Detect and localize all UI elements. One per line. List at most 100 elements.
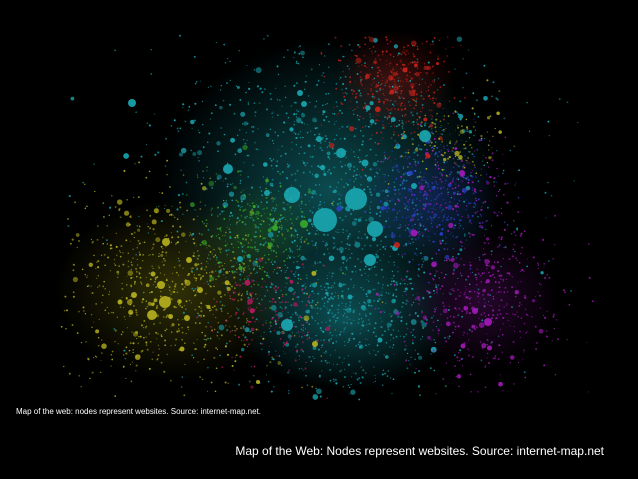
website-node [326, 170, 329, 173]
website-node [168, 315, 172, 319]
website-node [441, 168, 444, 171]
website-node [279, 338, 282, 341]
website-node [262, 162, 268, 167]
website-node [250, 272, 252, 275]
website-node [264, 237, 266, 239]
website-node [384, 155, 386, 157]
website-node [157, 358, 159, 360]
website-node [250, 385, 254, 389]
website-node [139, 266, 142, 270]
website-node [291, 222, 293, 225]
website-node [493, 261, 496, 263]
website-node [286, 277, 288, 279]
website-node [380, 70, 382, 72]
website-node [262, 266, 264, 269]
hub-website-node [157, 281, 165, 289]
website-node [293, 302, 298, 307]
website-node [346, 243, 349, 246]
website-node [359, 118, 361, 120]
website-node [497, 270, 500, 273]
website-node [542, 238, 545, 241]
website-node [182, 106, 184, 109]
website-node [412, 98, 414, 101]
website-node [481, 343, 487, 349]
website-node [152, 267, 154, 269]
website-node [252, 209, 254, 211]
website-node [93, 321, 95, 323]
hub-website-node [484, 318, 492, 326]
website-node [271, 341, 273, 343]
website-node [516, 259, 518, 261]
website-node [413, 99, 415, 101]
website-node [494, 127, 496, 129]
website-node [355, 240, 357, 243]
website-node [480, 359, 483, 362]
website-node [135, 311, 138, 314]
website-node [63, 365, 65, 368]
website-node [381, 291, 383, 293]
website-node [302, 162, 306, 165]
website-node [354, 372, 357, 375]
website-node [230, 285, 233, 287]
website-node [431, 128, 433, 130]
website-node [340, 194, 343, 197]
website-node [401, 301, 404, 304]
website-node [348, 244, 351, 247]
website-node [398, 123, 401, 126]
website-node [242, 313, 244, 315]
website-node [418, 355, 423, 360]
website-node [443, 169, 445, 171]
website-node [440, 313, 442, 316]
website-node [349, 304, 351, 307]
website-node [198, 232, 201, 235]
hub-website-node [131, 292, 137, 298]
website-node [208, 132, 211, 135]
website-node [410, 111, 413, 114]
website-node [437, 164, 440, 167]
website-node [286, 266, 289, 269]
website-node [514, 313, 516, 316]
website-node [178, 259, 181, 262]
website-node [474, 175, 476, 177]
website-node [152, 243, 155, 246]
website-node [472, 192, 475, 195]
website-node [234, 291, 236, 294]
website-node [503, 221, 506, 224]
website-node [437, 328, 439, 330]
website-node [234, 153, 237, 156]
website-node [194, 119, 196, 122]
website-node [230, 137, 236, 143]
website-node [132, 342, 135, 345]
website-node [197, 263, 200, 266]
website-node [370, 167, 373, 170]
website-node [387, 175, 389, 177]
website-node [386, 375, 389, 377]
website-node [216, 348, 218, 350]
website-node [197, 157, 199, 159]
website-node [300, 146, 302, 149]
website-node [138, 251, 140, 253]
website-node [396, 227, 399, 230]
website-node [498, 281, 501, 284]
website-node [72, 295, 75, 298]
website-node [236, 268, 238, 270]
website-node [190, 119, 195, 125]
website-node [358, 341, 361, 344]
website-node [446, 316, 449, 319]
website-node [188, 299, 191, 302]
website-node [177, 194, 181, 197]
website-node [211, 234, 214, 237]
website-node [496, 246, 499, 248]
website-node [317, 322, 319, 325]
website-node [304, 367, 307, 370]
website-node [282, 251, 285, 253]
website-node [480, 190, 483, 192]
website-node [449, 173, 451, 176]
website-node [416, 208, 419, 211]
website-node [459, 240, 462, 243]
website-node [131, 233, 134, 235]
website-node [450, 216, 453, 219]
website-node [144, 326, 147, 329]
website-node [320, 329, 322, 331]
website-node [311, 173, 314, 176]
